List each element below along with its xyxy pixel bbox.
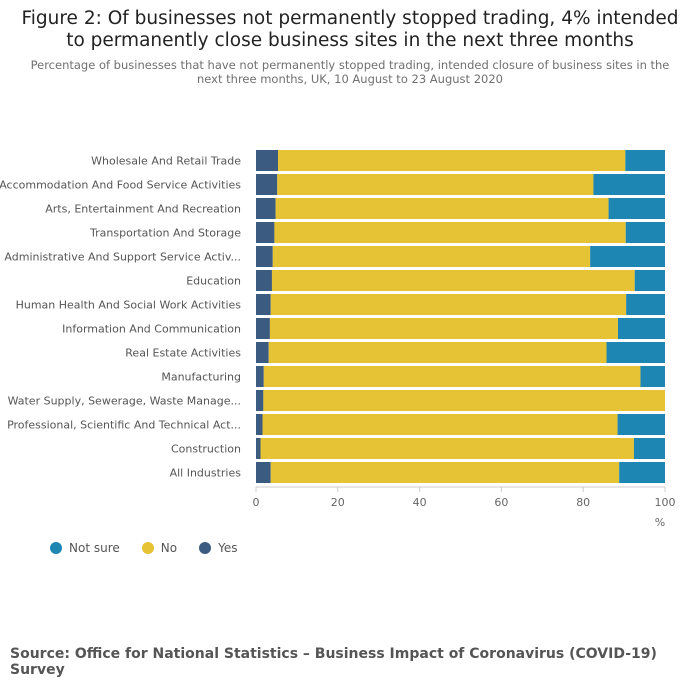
bar-not-sure-professional-scientific-and-technical-act[interactable]	[617, 414, 665, 435]
bar-yes-manufacturing[interactable]	[256, 366, 264, 387]
category-label-administrative-and-support-service-activ: Administrative And Support Service Activ…	[4, 251, 241, 264]
bar-yes-transportation-and-storage[interactable]	[256, 222, 275, 243]
bar-no-manufacturing[interactable]	[263, 366, 641, 387]
bar-no-information-and-communication[interactable]	[269, 318, 618, 339]
category-label-real-estate-activities: Real Estate Activities	[125, 347, 241, 360]
source-note: Source: Office for National Statistics –…	[10, 646, 657, 678]
bar-not-sure-accommodation-and-food-service-activities[interactable]	[593, 174, 665, 195]
x-tick-label: 40	[413, 496, 427, 509]
x-tick-label: 60	[494, 496, 508, 509]
chart-legend: Not sure No Yes	[50, 541, 237, 555]
category-label-education: Education	[186, 275, 241, 288]
bar-yes-education[interactable]	[256, 270, 272, 291]
bar-yes-wholesale-and-retail-trade[interactable]	[256, 150, 279, 171]
legend-item-yes[interactable]: Yes	[199, 541, 237, 555]
bar-yes-construction[interactable]	[256, 438, 261, 459]
bar-no-construction[interactable]	[260, 438, 634, 459]
legend-item-no[interactable]: No	[141, 541, 178, 555]
bar-not-sure-education[interactable]	[634, 270, 665, 291]
legend-item-not-sure[interactable]: Not sure	[50, 541, 120, 555]
bar-not-sure-arts-entertainment-and-recreation[interactable]	[608, 198, 665, 219]
category-label-arts-entertainment-and-recreation: Arts, Entertainment And Recreation	[45, 203, 241, 216]
bar-yes-real-estate-activities[interactable]	[256, 342, 269, 363]
bar-not-sure-manufacturing[interactable]	[640, 366, 665, 387]
bar-not-sure-administrative-and-support-service-activ[interactable]	[590, 246, 665, 267]
legend-label-not-sure: Not sure	[69, 541, 120, 555]
bar-no-human-health-and-social-work-activities[interactable]	[270, 294, 627, 315]
x-tick-label: 80	[576, 496, 590, 509]
category-label-human-health-and-social-work-activities: Human Health And Social Work Activities	[16, 299, 242, 312]
bar-yes-arts-entertainment-and-recreation[interactable]	[256, 198, 276, 219]
category-label-manufacturing: Manufacturing	[161, 371, 241, 384]
bar-yes-water-supply-sewerage-waste-manage[interactable]	[256, 390, 264, 411]
bar-no-arts-entertainment-and-recreation[interactable]	[275, 198, 609, 219]
bar-not-sure-human-health-and-social-work-activities[interactable]	[626, 294, 665, 315]
category-label-all-industries: All Industries	[170, 467, 242, 480]
x-tick-label: 0	[253, 496, 260, 509]
bar-yes-administrative-and-support-service-activ[interactable]	[256, 246, 273, 267]
bar-no-administrative-and-support-service-activ[interactable]	[272, 246, 591, 267]
bar-not-sure-all-industries[interactable]	[619, 462, 665, 483]
bar-not-sure-construction[interactable]	[633, 438, 665, 459]
bar-no-all-industries[interactable]	[270, 462, 620, 483]
bar-no-accommodation-and-food-service-activities[interactable]	[277, 174, 594, 195]
chart-subtitle: Percentage of businesses that have not p…	[30, 58, 670, 86]
category-label-wholesale-and-retail-trade: Wholesale And Retail Trade	[91, 155, 241, 168]
legend-swatch-no	[141, 542, 154, 554]
category-label-professional-scientific-and-technical-act: Professional, Scientific And Technical A…	[7, 419, 241, 432]
x-tick-label: 20	[331, 496, 345, 509]
bar-yes-all-industries[interactable]	[256, 462, 271, 483]
category-label-transportation-and-storage: Transportation And Storage	[89, 227, 241, 240]
category-label-construction: Construction	[171, 443, 241, 456]
category-label-accommodation-and-food-service-activities: Accommodation And Food Service Activitie…	[0, 179, 241, 192]
bar-not-sure-wholesale-and-retail-trade[interactable]	[625, 150, 665, 171]
bar-not-sure-information-and-communication[interactable]	[617, 318, 665, 339]
chart-title: Figure 2: Of businesses not permanently …	[21, 8, 679, 51]
bar-no-transportation-and-storage[interactable]	[274, 222, 626, 243]
stacked-bar-chart: Wholesale And Retail Trade Accommodation …	[0, 150, 676, 529]
x-tick-label: 100	[655, 496, 676, 509]
category-label-information-and-communication: Information And Communication	[62, 323, 241, 336]
bar-no-wholesale-and-retail-trade[interactable]	[278, 150, 626, 171]
legend-label-no: No	[160, 541, 178, 555]
bar-no-professional-scientific-and-technical-act[interactable]	[262, 414, 618, 435]
bar-yes-information-and-communication[interactable]	[256, 318, 270, 339]
bar-yes-human-health-and-social-work-activities[interactable]	[256, 294, 271, 315]
legend-label-yes: Yes	[218, 541, 238, 555]
legend-swatch-yes	[199, 542, 212, 554]
bar-not-sure-real-estate-activities[interactable]	[606, 342, 665, 363]
x-axis-unit: %	[655, 516, 665, 529]
bar-yes-accommodation-and-food-service-activities[interactable]	[256, 174, 278, 195]
bar-yes-professional-scientific-and-technical-act[interactable]	[256, 414, 263, 435]
bar-not-sure-transportation-and-storage[interactable]	[625, 222, 665, 243]
bar-no-real-estate-activities[interactable]	[268, 342, 607, 363]
legend-swatch-not-sure	[50, 542, 62, 554]
bar-no-water-supply-sewerage-waste-manage[interactable]	[263, 390, 665, 411]
bar-no-education[interactable]	[271, 270, 635, 291]
category-label-water-supply-sewerage-waste-manage: Water Supply, Sewerage, Waste Manage...	[8, 395, 241, 408]
